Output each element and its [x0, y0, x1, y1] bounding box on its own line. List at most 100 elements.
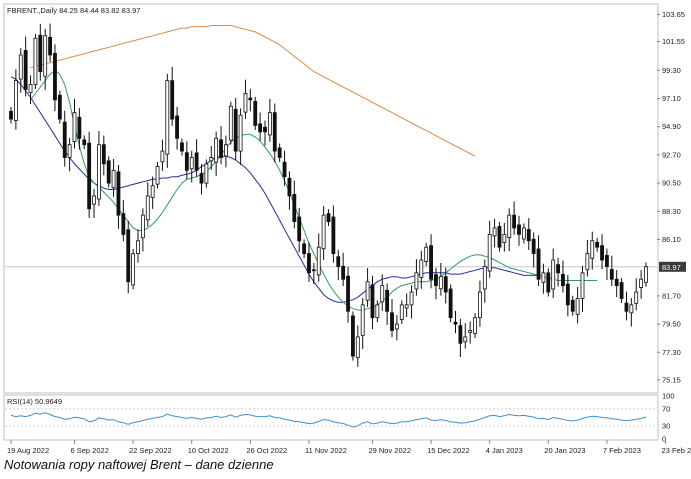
- candle-up: [267, 112, 272, 136]
- candle-up: [473, 317, 477, 334]
- candle-up: [189, 157, 194, 170]
- candle-up: [72, 112, 77, 143]
- candle-up: [150, 185, 155, 198]
- candle-up: [18, 54, 23, 80]
- candle-down: [458, 325, 463, 344]
- candle-down: [341, 266, 346, 280]
- candle-down: [526, 229, 531, 242]
- candle-down: [512, 214, 517, 229]
- candle-down: [351, 315, 355, 357]
- candle-down: [87, 142, 92, 210]
- time-tick-label: 10 Oct 2022: [188, 446, 229, 455]
- candle-up: [502, 233, 507, 243]
- candle-up: [28, 84, 33, 94]
- candle-down: [9, 110, 13, 120]
- time-tick-label: 26 Oct 2022: [246, 446, 287, 455]
- candle-up: [131, 253, 136, 286]
- candle-down: [219, 139, 223, 158]
- candle-down: [336, 256, 341, 267]
- candle-down: [517, 224, 521, 235]
- last-price-label: 83.97: [662, 263, 681, 272]
- candle-down: [253, 100, 258, 126]
- candle-up: [468, 330, 473, 333]
- price-tick-label: 99.30: [662, 66, 681, 75]
- candle-up: [590, 240, 595, 259]
- candle-down: [170, 80, 175, 120]
- candle-up: [136, 240, 140, 255]
- sma-slow-line: [30, 25, 476, 157]
- rsi-tick-label: 100: [662, 392, 675, 401]
- candle-down: [184, 152, 189, 171]
- price-tick-label: 92.70: [662, 150, 681, 159]
- candle-down: [126, 229, 131, 283]
- candle-down: [199, 172, 204, 184]
- candle-up: [580, 272, 585, 299]
- candle-down: [595, 241, 600, 248]
- candle-up: [634, 291, 639, 304]
- candle-up: [33, 37, 38, 85]
- candle-down: [561, 273, 565, 287]
- candle-up: [238, 114, 243, 152]
- price-axis: 103.65 101.55 99.30 97.10 94.90 92.70 90.50 88.…: [657, 10, 685, 384]
- price-tick-label: 79.50: [662, 320, 681, 329]
- candle-down: [434, 274, 438, 287]
- chart-caption: Notowania ropy naftowej Brent – dane dzi…: [4, 457, 274, 472]
- candle-up: [482, 266, 487, 290]
- candle-up: [639, 278, 644, 288]
- candle-down: [443, 276, 448, 293]
- rsi-panel-frame: [3, 394, 659, 441]
- candle-down: [272, 112, 277, 152]
- time-tick-label: 20 Jan 2023: [544, 446, 585, 455]
- candle-up: [140, 214, 145, 239]
- price-tick-label: 94.90: [662, 122, 681, 131]
- candle-down: [546, 272, 551, 293]
- time-tick-label: 15 Dec 2022: [427, 446, 470, 455]
- last-price-marker: [659, 261, 686, 272]
- candle-up: [155, 166, 160, 185]
- candle-up: [492, 227, 497, 237]
- price-tick-label: 81.70: [662, 291, 681, 300]
- candle-down: [292, 193, 297, 222]
- candle-up: [365, 281, 370, 301]
- candle-down: [277, 147, 282, 158]
- time-tick-label: 19 Aug 2022: [7, 446, 49, 455]
- candle-up: [409, 291, 414, 306]
- candle-up: [243, 93, 248, 113]
- candle-down: [82, 139, 87, 146]
- candle-up: [424, 246, 429, 262]
- candle-up: [380, 285, 385, 303]
- candle-up: [487, 233, 492, 272]
- candle-up: [224, 144, 228, 157]
- candle-up: [551, 259, 556, 290]
- candle-up: [375, 304, 380, 319]
- price-tick-label: 77.30: [662, 348, 681, 357]
- candle-down: [116, 171, 121, 216]
- candle-up: [355, 336, 360, 359]
- candle-up: [228, 105, 233, 141]
- candle-up: [92, 195, 96, 205]
- price-tick-label: 97.10: [662, 94, 681, 103]
- time-tick-label: 6 Sep 2022: [71, 446, 109, 455]
- price-tick-label: 86.10: [662, 235, 681, 244]
- candle-up: [478, 291, 482, 319]
- candle-down: [175, 115, 179, 139]
- candle-down: [614, 278, 619, 287]
- rsi-polyline: [10, 412, 647, 428]
- time-tick-label: 23 Feb 2023: [662, 446, 691, 455]
- candle-up: [585, 253, 590, 271]
- time-axis: 19 Aug 2022 6 Sep 2022 22 Sep 2022 10 Oct 2…: [7, 440, 691, 455]
- candle-down: [326, 213, 331, 222]
- candle-up: [541, 272, 546, 283]
- candle-down: [311, 269, 316, 272]
- time-tick-label: 7 Feb 2023: [603, 446, 641, 455]
- candle-up: [165, 80, 170, 155]
- candle-down: [282, 161, 287, 178]
- candle-down: [248, 97, 253, 101]
- rsi-line: 100 70 30 0: [5, 392, 675, 444]
- rsi-tick-label: 30: [662, 422, 670, 431]
- candle-down: [101, 144, 106, 165]
- candle-down: [609, 269, 614, 280]
- candle-down: [297, 216, 302, 242]
- candle-down: [194, 152, 199, 171]
- candle-down: [605, 254, 609, 267]
